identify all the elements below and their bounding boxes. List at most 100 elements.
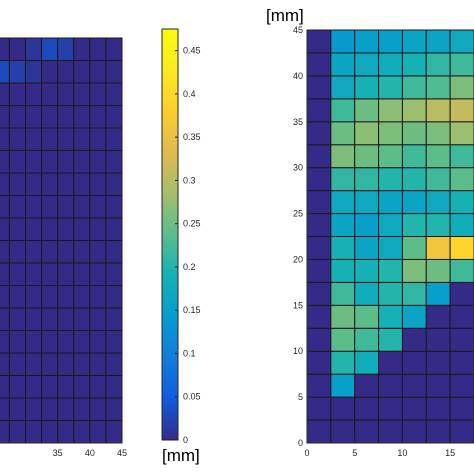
heatmap-cell xyxy=(57,37,75,61)
heatmap-cell xyxy=(354,167,380,192)
heatmap-cell xyxy=(401,236,427,260)
heatmap-cell xyxy=(41,307,59,331)
heatmap-cell xyxy=(41,375,59,399)
heatmap-cell xyxy=(330,29,356,54)
x-tick-label: 5 xyxy=(352,448,357,458)
heatmap-cell xyxy=(57,240,75,264)
heatmap-cell xyxy=(378,350,403,375)
heatmap-cell xyxy=(73,37,91,61)
heatmap-cell xyxy=(0,285,10,309)
y-tick-label: 5 xyxy=(298,392,303,402)
heatmap-cell xyxy=(8,330,26,354)
heatmap-cell xyxy=(24,82,43,106)
heatmap-cell xyxy=(401,258,427,283)
heatmap-cell xyxy=(8,420,26,444)
heatmap-cell xyxy=(378,75,403,100)
heatmap-cell xyxy=(354,75,380,100)
heatmap-cell xyxy=(378,29,403,54)
heatmap-cell xyxy=(425,75,451,100)
heatmap-cell xyxy=(378,419,403,444)
heatmap-cell xyxy=(449,167,474,192)
left-heatmap-cells xyxy=(0,37,123,444)
heatmap-cell xyxy=(57,420,75,444)
heatmap-cell xyxy=(425,327,451,352)
heatmap-cell xyxy=(330,304,356,329)
heatmap-cell xyxy=(306,29,332,54)
heatmap-cell xyxy=(89,105,107,129)
heatmap-cell xyxy=(105,217,123,241)
heatmap-cell xyxy=(306,258,332,283)
heatmap-cell xyxy=(378,167,403,192)
heatmap-cell xyxy=(89,420,107,444)
heatmap-cell xyxy=(306,167,332,192)
heatmap-cell xyxy=(24,60,43,84)
heatmap-cell xyxy=(378,373,403,398)
heatmap-cell xyxy=(330,258,356,283)
heatmap-cell xyxy=(330,419,356,444)
heatmap-cell xyxy=(401,29,427,54)
heatmap-cell xyxy=(330,167,356,192)
heatmap-cell xyxy=(8,262,26,286)
heatmap-cell xyxy=(105,105,123,129)
heatmap-cell xyxy=(401,419,427,444)
heatmap-cell xyxy=(306,396,332,421)
heatmap-cell xyxy=(449,258,474,283)
heatmap-cell xyxy=(24,262,43,286)
heatmap-cell xyxy=(41,262,59,286)
heatmap-cell xyxy=(41,330,59,354)
heatmap-cell xyxy=(425,396,451,421)
heatmap-cell xyxy=(330,281,356,306)
heatmap-cell xyxy=(73,127,91,151)
heatmap-cell xyxy=(425,373,451,398)
heatmap-cell xyxy=(306,144,332,169)
x-tick-label: 10 xyxy=(397,448,407,458)
colorbar-tick-label: 0.15 xyxy=(183,305,201,315)
heatmap-cell xyxy=(0,262,10,286)
heatmap-cell xyxy=(449,98,474,123)
heatmap-cell xyxy=(401,213,427,238)
heatmap-cell xyxy=(354,213,380,238)
heatmap-cell xyxy=(0,195,10,219)
heatmap-cell xyxy=(401,167,427,192)
x-tick-label: 45 xyxy=(117,448,127,458)
heatmap-cell xyxy=(425,144,451,169)
heatmap-cell xyxy=(354,121,380,146)
heatmap-cell xyxy=(449,121,474,146)
heatmap-cell xyxy=(330,52,356,77)
heatmap-cell xyxy=(73,375,91,399)
heatmap-cell xyxy=(73,60,91,84)
heatmap-cell xyxy=(425,190,451,215)
heatmap-cell xyxy=(105,240,123,264)
heatmap-cell xyxy=(401,52,427,77)
heatmap-cell xyxy=(0,240,10,264)
heatmap-cell xyxy=(0,330,10,354)
colorbar: 0 0.05 0.1 0.15 0.2 0.25 0.3 0.35 0.4 0.45 xyxy=(161,28,201,445)
heatmap-cell xyxy=(24,397,43,421)
heatmap-cell xyxy=(89,330,107,354)
heatmap-cell xyxy=(0,127,10,151)
heatmap-cell xyxy=(73,307,91,331)
heatmap-cell xyxy=(449,144,474,169)
colorbar-tick-label: 0.25 xyxy=(183,219,201,229)
heatmap-cell xyxy=(89,240,107,264)
right-heatmap-axes: 0 5 10 15 0 5 10 15 20 25 30 35 40 45 xyxy=(293,25,474,458)
heatmap-cell xyxy=(41,150,59,174)
heatmap-cell xyxy=(378,236,403,260)
heatmap-cell xyxy=(41,60,59,84)
heatmap-cell xyxy=(89,262,107,286)
heatmap-cell xyxy=(330,144,356,169)
heatmap-cell xyxy=(425,419,451,444)
heatmap-cell xyxy=(41,82,59,106)
heatmap-cell xyxy=(306,121,332,146)
heatmap-cell xyxy=(41,285,59,309)
heatmap-cell xyxy=(0,420,10,444)
heatmap-cell xyxy=(330,327,356,352)
heatmap-cell xyxy=(89,285,107,309)
heatmap-cell xyxy=(306,281,332,306)
heatmap-cell xyxy=(306,75,332,100)
heatmap-cell xyxy=(57,307,75,331)
heatmap-cell xyxy=(378,281,403,306)
heatmap-cell xyxy=(8,240,26,264)
heatmap-cell xyxy=(425,281,451,306)
heatmap-cell xyxy=(378,52,403,77)
